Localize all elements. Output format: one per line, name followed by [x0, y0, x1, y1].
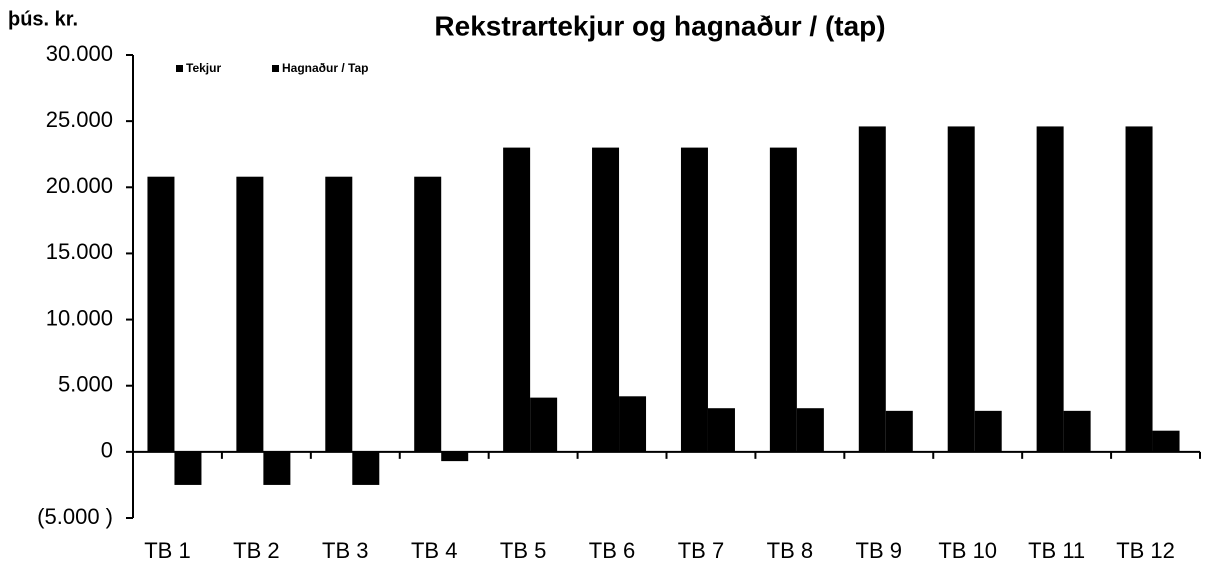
bar	[352, 451, 380, 485]
y-tick-label: 20.000	[46, 173, 113, 198]
y-tick-label: 25.000	[46, 107, 113, 132]
x-tick-label: TB 11	[1028, 538, 1085, 563]
bar	[885, 410, 913, 452]
legend-swatch	[272, 65, 279, 72]
bar	[503, 147, 531, 452]
bar	[441, 451, 469, 462]
y-tick-label: 5.000	[58, 372, 113, 397]
bar	[619, 396, 647, 452]
x-tick-label: TB 8	[767, 538, 813, 563]
y-tick-label: 15.000	[46, 239, 113, 264]
x-tick-label: TB 1	[144, 538, 190, 563]
y-axis-label: þús. kr.	[8, 8, 78, 30]
bar	[1063, 410, 1091, 452]
bar	[236, 176, 264, 452]
bar	[858, 126, 886, 452]
bar	[592, 147, 620, 452]
bar	[1152, 430, 1180, 452]
bar	[947, 126, 975, 452]
y-tick-label: 30.000	[46, 41, 113, 66]
x-tick-label: TB 10	[938, 538, 997, 563]
bar	[796, 408, 824, 452]
bar	[414, 176, 442, 452]
bar	[680, 147, 708, 452]
bar	[325, 176, 353, 452]
x-tick-label: TB 7	[678, 538, 724, 563]
legend-label: Hagnaður / Tap	[282, 61, 368, 75]
legend-swatch	[176, 65, 183, 72]
y-tick-label: 10.000	[46, 305, 113, 330]
x-tick-label: TB 5	[500, 538, 546, 563]
bar	[263, 451, 291, 485]
x-tick-label: TB 6	[589, 538, 635, 563]
bar	[1036, 126, 1064, 452]
x-tick-label: TB 2	[233, 538, 279, 563]
bar	[707, 408, 735, 452]
bar	[974, 410, 1002, 452]
bar	[147, 176, 175, 452]
y-tick-label: (5.000 )	[37, 504, 113, 529]
bar	[1125, 126, 1153, 452]
x-tick-label: TB 4	[411, 538, 457, 563]
x-tick-label: TB 3	[322, 538, 368, 563]
bar	[530, 397, 558, 452]
bar	[174, 451, 202, 485]
chart-title: Rekstrartekjur og hagnaður / (tap)	[434, 10, 885, 41]
legend-label: Tekjur	[186, 61, 221, 75]
y-tick-label: 0	[101, 438, 113, 463]
x-tick-label: TB 12	[1116, 538, 1175, 563]
x-tick-label: TB 9	[856, 538, 902, 563]
bar	[769, 147, 797, 452]
